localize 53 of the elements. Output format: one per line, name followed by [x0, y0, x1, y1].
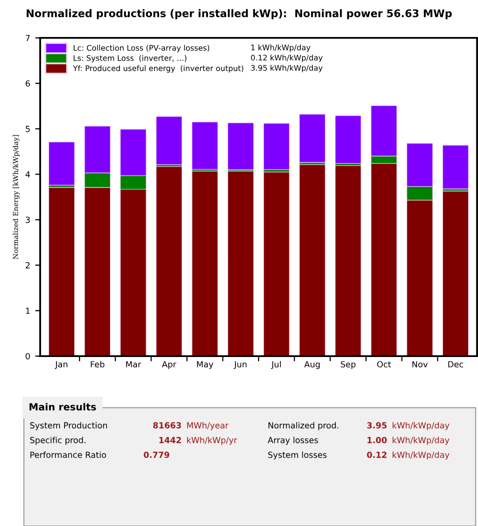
text: kWh/kWp/day [392, 451, 450, 460]
text: 1442 [159, 436, 181, 444]
bar [299, 114, 326, 163]
text: kWh/kWp/yr [187, 436, 238, 445]
bar [156, 166, 182, 356]
text: System Production [30, 422, 107, 430]
text: 0.12 [367, 452, 386, 458]
bar [334, 115, 362, 164]
x-tick-label: Dec [448, 361, 464, 368]
x-tick-label: Sep [340, 361, 356, 370]
bar [48, 187, 75, 356]
x-tick-label: Feb [90, 360, 104, 368]
bar [299, 164, 326, 356]
y-tick-label: 4 [26, 171, 30, 178]
text: Normalized prod. [268, 422, 338, 430]
chart-title: Normalized productions (per installed kWp): Nominal power 56.63 MWp [26, 9, 452, 20]
y-tick-label: 0 [26, 353, 30, 360]
bar [442, 190, 469, 356]
text: Array losses [268, 436, 318, 445]
x-tick-label: Nov [412, 361, 428, 368]
text: kWh/kWp/day [392, 436, 450, 445]
y-tick-label: 5 [26, 126, 30, 132]
bar [192, 170, 218, 356]
bar [48, 142, 75, 186]
bar [334, 165, 362, 356]
text: kWh/kWp/day [392, 422, 450, 430]
y-tick-label: 6 [26, 80, 30, 87]
text: Performance Ratio [30, 451, 106, 458]
x-tick-label: May [197, 361, 214, 370]
text: 1.00 [368, 436, 387, 444]
text: Main results [30, 402, 96, 410]
y-tick-label: 1 [26, 308, 30, 314]
x-tick-label: Aug [304, 361, 320, 370]
text: 3.95 [367, 422, 387, 428]
y-tick-label: 7 [26, 34, 30, 42]
text: 81663 [153, 422, 181, 428]
bar [192, 122, 218, 170]
bar [442, 144, 469, 190]
bar [263, 172, 290, 356]
x-tick-label: Jun [234, 361, 246, 369]
y-tick-label: 3 [26, 216, 30, 223]
y-tick-label: 2 [26, 262, 30, 268]
x-tick-label: Apr [162, 361, 176, 370]
text: 0.779 [144, 452, 170, 458]
bar [156, 116, 182, 165]
bar [263, 123, 290, 170]
x-tick-label: Mar [126, 361, 142, 368]
x-tick-label: Jul [271, 360, 281, 369]
x-tick-label: Jan [54, 361, 68, 369]
text: MWh/year [187, 422, 229, 430]
text: Specific prod. [30, 436, 86, 445]
text: System losses [268, 451, 327, 460]
x-tick-label: Oct [377, 361, 391, 368]
